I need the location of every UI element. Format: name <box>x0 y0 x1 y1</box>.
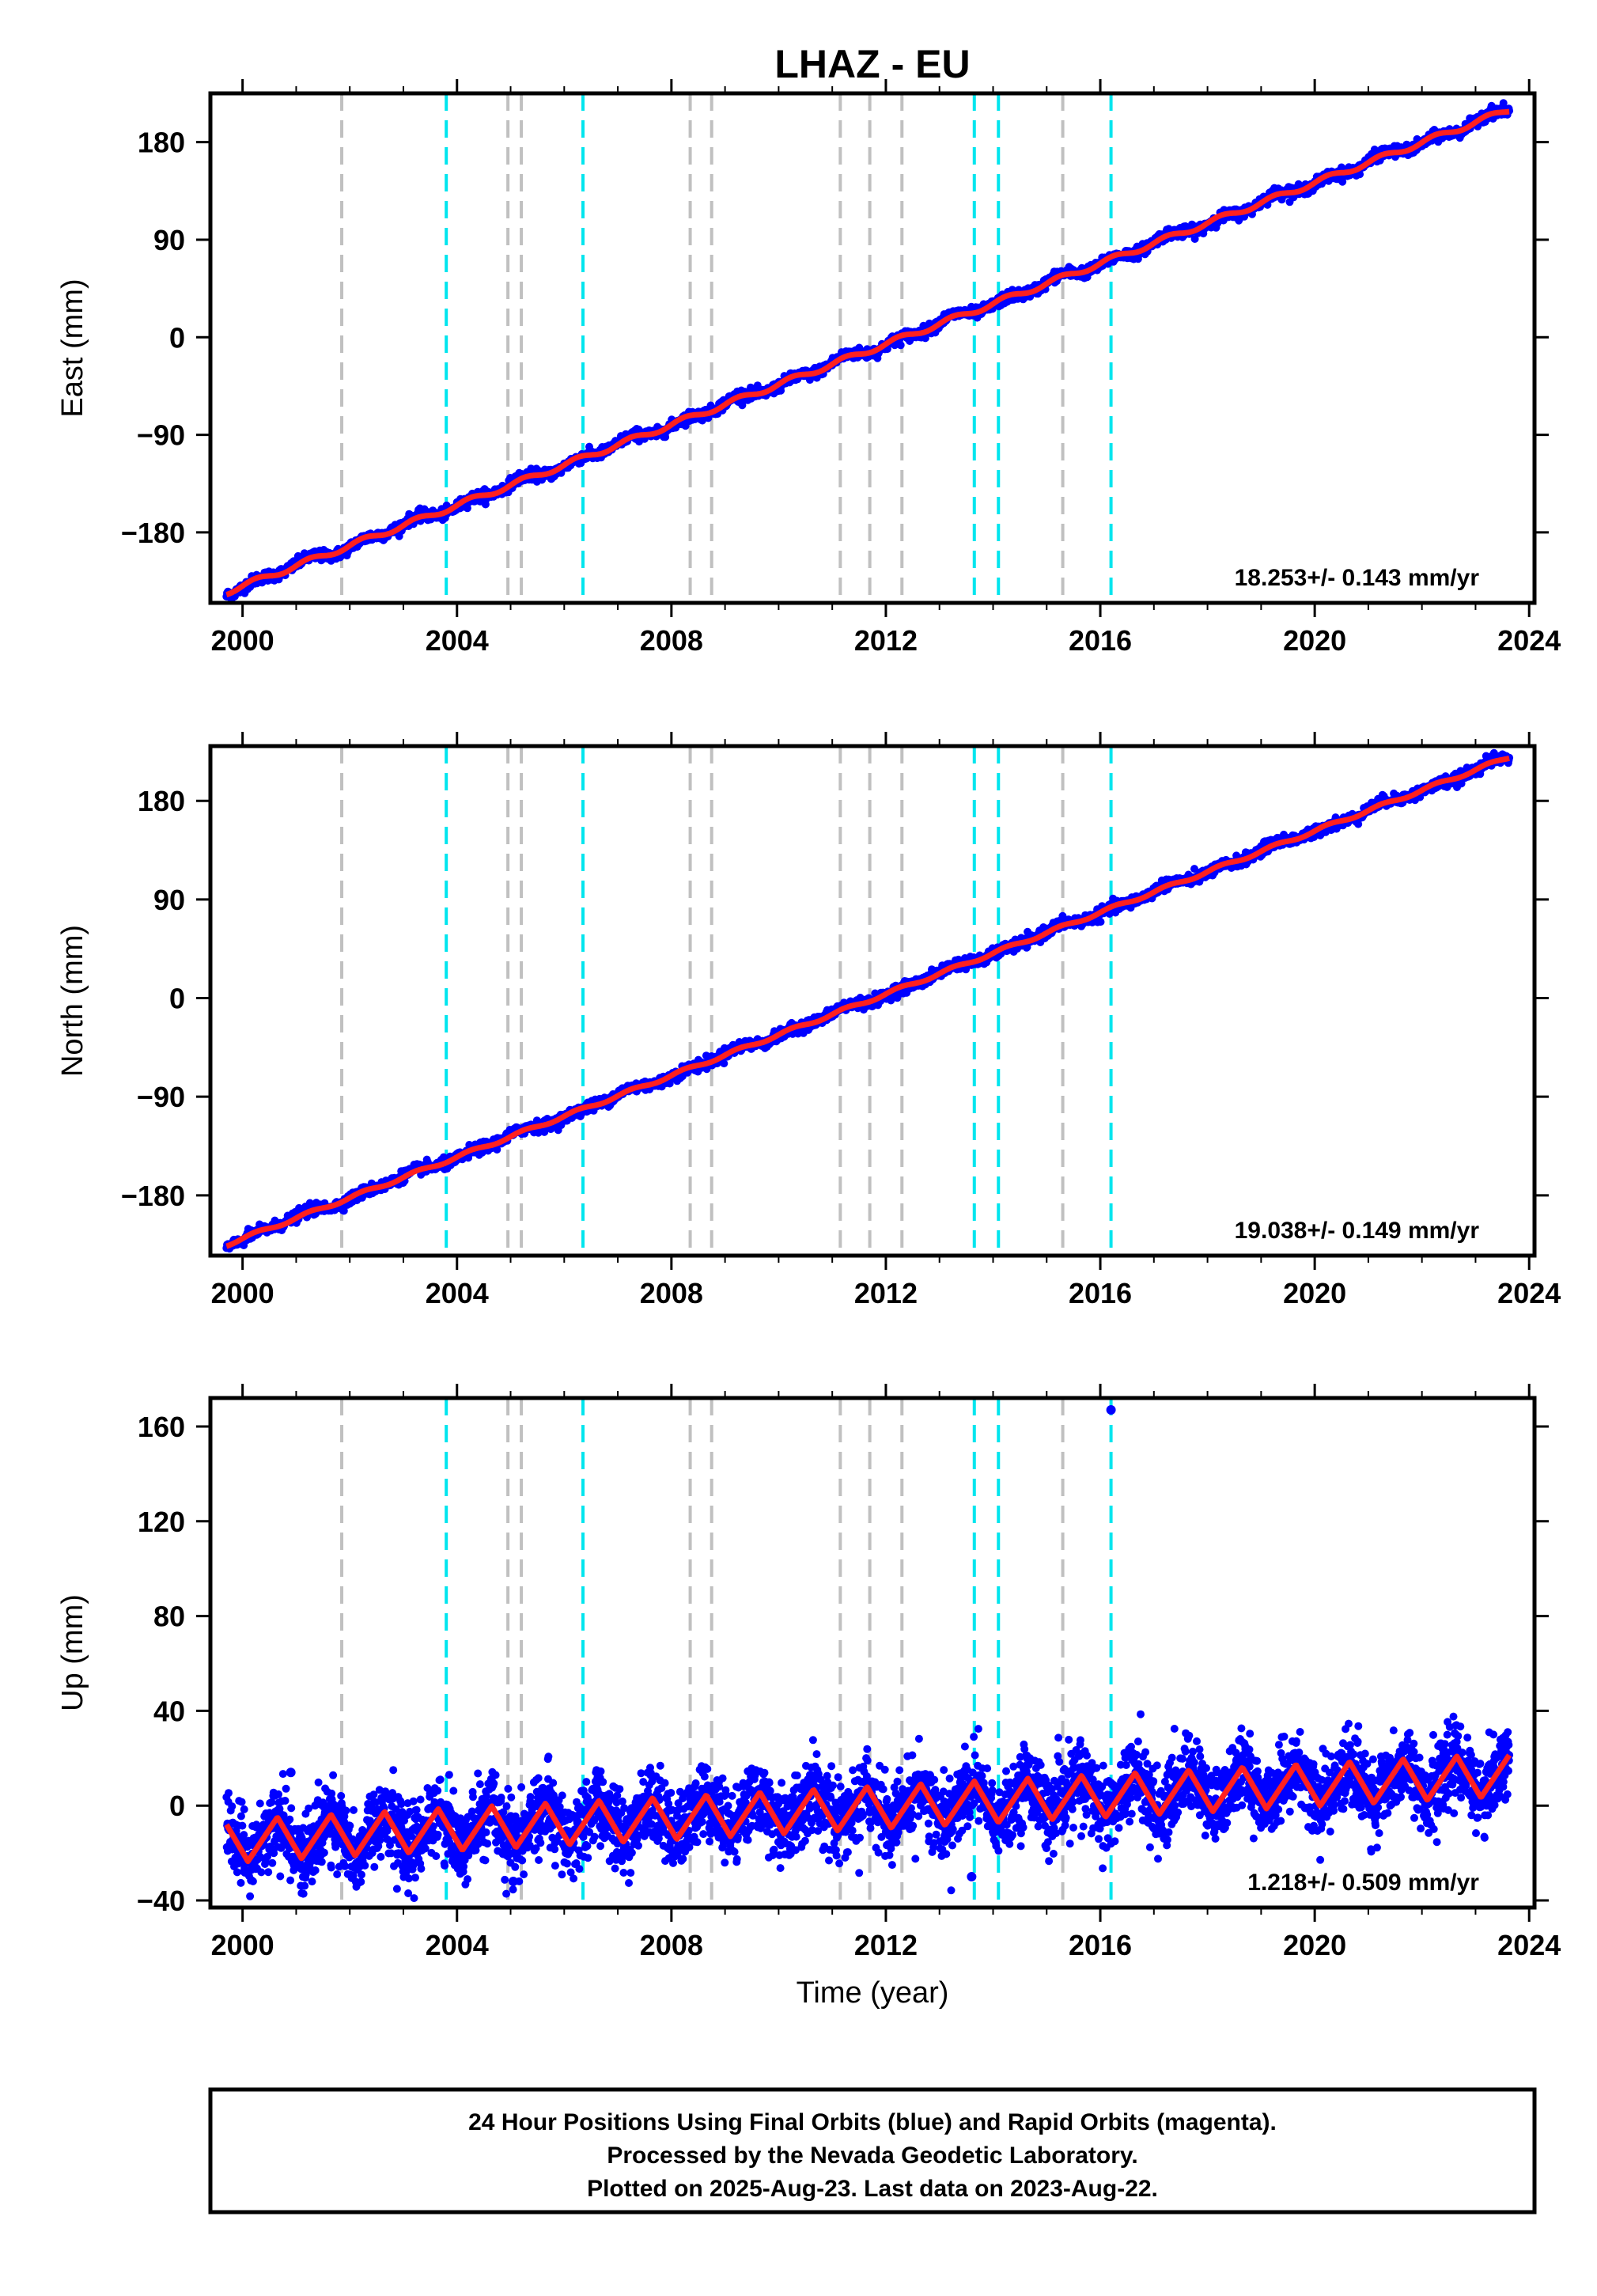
x-tick-label: 2008 <box>640 624 703 657</box>
east-panel: 2000 2004 2008 2012 2016 2020 2024 −180 −90 0 90 18… <box>56 79 1561 657</box>
data-point <box>896 341 905 350</box>
y-tick-label: −90 <box>137 419 185 452</box>
data-point <box>738 401 747 410</box>
event-lines <box>340 93 1113 603</box>
y-tick-label: 180 <box>138 127 185 159</box>
x-tick-label: 2024 <box>1497 624 1561 657</box>
y-tick-label: −180 <box>121 517 185 549</box>
data-point <box>1096 918 1105 926</box>
data-point <box>463 504 471 513</box>
y-tick-label: 90 <box>153 224 185 256</box>
x-tick-label: 2020 <box>1283 624 1346 657</box>
y-axis-label: East (mm) <box>56 278 89 417</box>
x-tick-label: 2016 <box>1069 624 1132 657</box>
figure-title: LHAZ - EU <box>774 42 970 86</box>
x-tick-label: 2012 <box>854 624 918 657</box>
north-panel: 2000 2004 2008 2012 2016 2020 2024−180−9009018… <box>56 732 1561 1309</box>
velocity-label: 18.253+/- 0.143 mm/yr <box>1235 565 1480 591</box>
x-tick-label: 2000 <box>211 624 274 657</box>
y-tick-label: 0 <box>169 321 185 354</box>
x-tick-label: 2004 <box>426 624 489 657</box>
data-point <box>1356 170 1364 179</box>
data-point <box>720 1059 728 1068</box>
event-lines <box>340 746 1113 1256</box>
